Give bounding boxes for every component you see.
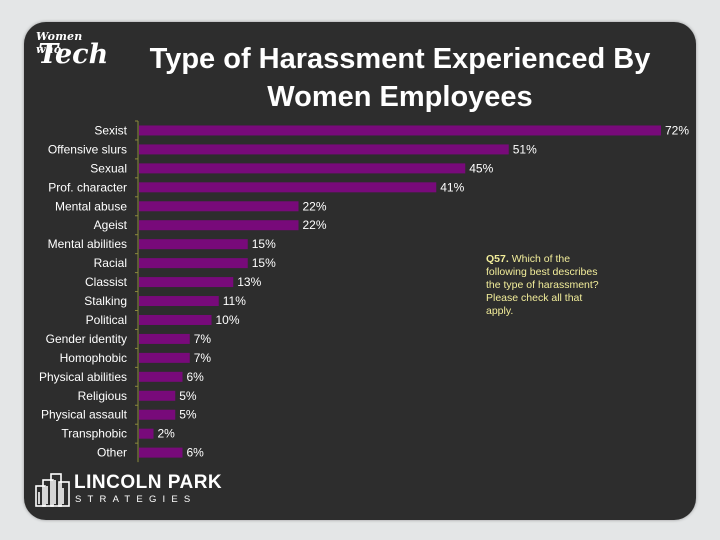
value-label: 7%	[194, 351, 212, 365]
category-label: Classist	[85, 275, 128, 289]
chart-title: Type of Harassment Experienced By Women …	[110, 40, 690, 116]
category-label: Offensive slurs	[48, 142, 127, 156]
bar	[139, 239, 248, 250]
category-label: Homophobic	[60, 351, 127, 365]
category-label: Mental abilities	[48, 237, 127, 251]
bar	[139, 409, 176, 420]
bar	[139, 125, 661, 136]
question-note: Q57. Which of the following best describ…	[486, 253, 604, 318]
slide-card	[24, 22, 696, 520]
value-label: 6%	[187, 370, 205, 384]
bar	[139, 296, 219, 307]
bar	[139, 163, 466, 174]
question-text: Which of the following best describes th…	[486, 253, 599, 317]
value-label: 22%	[303, 199, 327, 213]
women-who-tech-logo: Women who Tech	[36, 30, 109, 78]
value-label: 10%	[216, 313, 240, 327]
bar	[139, 182, 437, 193]
bar	[139, 258, 248, 269]
lincoln-park-logo: LINCOLN PARK STRATEGIES	[34, 470, 254, 510]
value-label: 22%	[303, 218, 327, 232]
category-label: Physical assault	[41, 408, 128, 422]
bar	[139, 333, 190, 344]
category-label: Political	[86, 313, 127, 327]
bar	[139, 201, 299, 212]
logo-big-text: Tech	[38, 39, 109, 70]
category-label: Prof. character	[48, 180, 127, 194]
bar	[139, 447, 183, 458]
category-label: Gender identity	[46, 332, 127, 346]
value-label: 5%	[179, 389, 197, 403]
category-label: Other	[97, 446, 127, 460]
bar	[139, 144, 509, 155]
category-label: Religious	[78, 389, 127, 403]
value-label: 15%	[252, 237, 276, 251]
building-icon	[35, 473, 70, 507]
title-line-2: Women Employees	[267, 81, 533, 113]
category-label: Sexist	[94, 123, 127, 137]
category-label: Transphobic	[61, 427, 127, 441]
value-label: 13%	[237, 275, 261, 289]
question-id: Q57.	[486, 253, 509, 265]
value-label: 6%	[187, 446, 205, 460]
category-label: Racial	[94, 256, 127, 270]
value-label: 45%	[469, 161, 493, 175]
value-label: 72%	[665, 123, 689, 137]
category-label: Sexual	[90, 161, 127, 175]
value-label: 51%	[513, 142, 537, 156]
category-label: Ageist	[94, 218, 128, 232]
value-label: 7%	[194, 332, 212, 346]
bar	[139, 352, 190, 363]
brand-subtitle: STRATEGIES	[75, 494, 197, 505]
value-label: 41%	[440, 180, 464, 194]
bar	[139, 277, 234, 288]
value-label: 2%	[158, 427, 176, 441]
category-label: Mental abuse	[55, 199, 127, 213]
bar	[139, 390, 176, 401]
bar	[139, 371, 183, 382]
brand-name: LINCOLN PARK	[74, 472, 223, 493]
bar	[139, 428, 154, 439]
bar	[139, 220, 299, 231]
category-label: Stalking	[84, 294, 127, 308]
bar	[139, 314, 212, 325]
value-label: 15%	[252, 256, 276, 270]
title-line-1: Type of Harassment Experienced By	[149, 43, 651, 75]
value-label: 11%	[223, 294, 246, 308]
category-label: Physical abilities	[39, 370, 127, 384]
value-label: 5%	[179, 408, 197, 422]
logo-small-text: Women who	[36, 30, 83, 56]
